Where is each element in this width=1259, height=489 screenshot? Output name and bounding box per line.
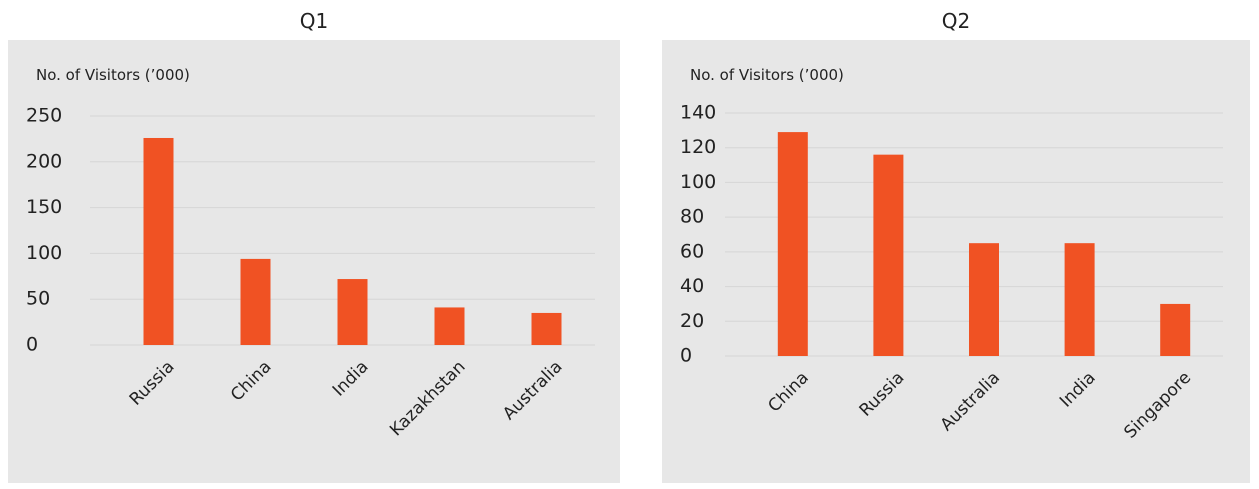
y-tick-label: 60 [680,240,704,262]
bar [777,132,808,356]
y-tick-label: 0 [26,334,38,356]
bar [143,137,174,345]
y-tick-label: 150 [26,196,62,218]
bar [531,312,562,345]
y-tick-label: 80 [680,206,704,228]
bar [1160,303,1191,356]
bar [969,243,999,356]
bar [337,279,368,345]
y-tick-label: 100 [680,171,716,193]
y-tick-label: 200 [26,150,62,172]
y-tick-label: 100 [26,242,62,264]
y-tick-label: 50 [26,288,50,310]
y-axis-label: No. of Visitors (’000) [690,66,844,84]
y-tick-label: 250 [26,105,62,127]
y-axis-label: No. of Visitors (’000) [36,66,190,84]
chart-title: Q1 [300,9,328,33]
y-tick-label: 40 [680,275,704,297]
y-tick-label: 20 [680,310,704,332]
panel [8,40,620,483]
y-tick-label: 120 [680,136,716,158]
bar [434,307,465,345]
bar [240,258,271,345]
bar [873,154,904,356]
bar [1064,243,1095,356]
y-tick-label: 0 [680,345,692,367]
chart-title: Q2 [942,9,970,33]
panel [662,40,1250,483]
y-tick-label: 140 [680,102,716,124]
